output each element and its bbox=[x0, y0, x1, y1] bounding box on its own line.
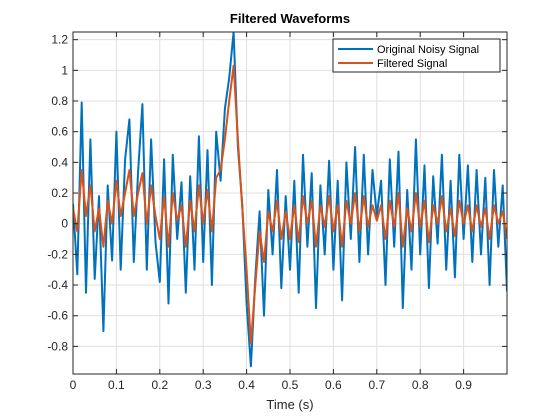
y-tick-label: -0.4 bbox=[47, 278, 68, 292]
y-tick-label: -0.8 bbox=[47, 339, 68, 353]
x-tick-label: 0.7 bbox=[368, 378, 385, 392]
x-axis-label: Time (s) bbox=[266, 397, 313, 412]
y-tick-label: -0.6 bbox=[47, 309, 68, 323]
y-tick-label: 0.4 bbox=[51, 155, 68, 169]
y-tick-label: -0.2 bbox=[47, 247, 68, 261]
x-tick-label: 0.6 bbox=[325, 378, 342, 392]
legend[interactable]: Original Noisy Signal Filtered Signal bbox=[333, 39, 500, 72]
y-tick-label: 1 bbox=[61, 63, 68, 77]
y-tick-label: 0.2 bbox=[51, 186, 68, 200]
legend-entry: Original Noisy Signal bbox=[377, 44, 479, 56]
chart-title: Filtered Waveforms bbox=[230, 11, 350, 26]
x-tick-label: 0.1 bbox=[108, 378, 125, 392]
legend-entry: Filtered Signal bbox=[377, 58, 447, 70]
x-tick-label: 0.3 bbox=[195, 378, 212, 392]
x-tick-label: 0.8 bbox=[412, 378, 429, 392]
y-tick-label: 1.2 bbox=[51, 33, 68, 47]
y-tick-label: 0.8 bbox=[51, 94, 68, 108]
x-tick-label: 0.5 bbox=[282, 378, 299, 392]
x-tick-label: 0 bbox=[70, 378, 77, 392]
x-tick-label: 0.4 bbox=[238, 378, 255, 392]
x-tick-label: 0.9 bbox=[455, 378, 472, 392]
x-tick-label: 0.2 bbox=[151, 378, 168, 392]
y-tick-label: 0 bbox=[61, 217, 68, 231]
y-tick-label: 0.6 bbox=[51, 125, 68, 139]
